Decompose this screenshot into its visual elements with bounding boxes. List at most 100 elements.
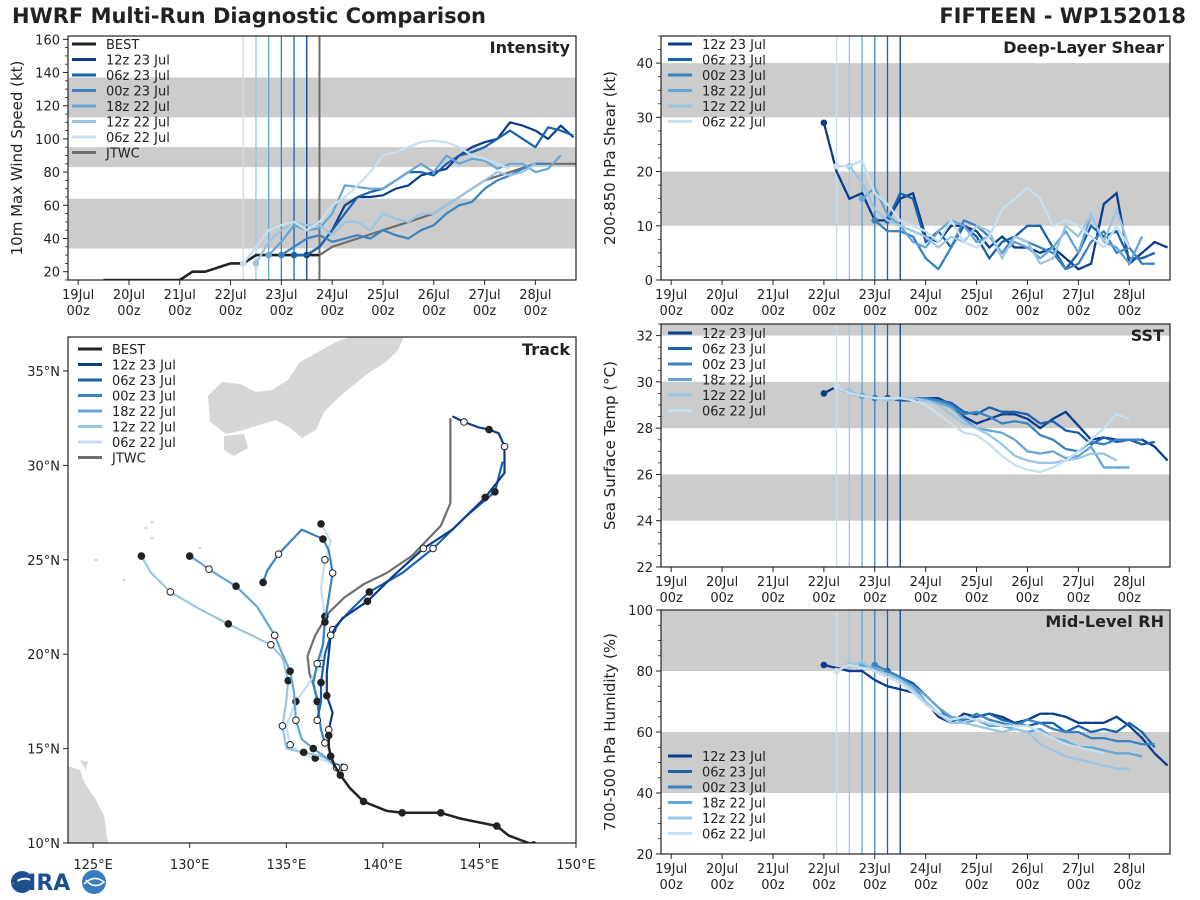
intensity-ytick-label: 160 (35, 33, 60, 48)
intensity-xtick-label-day: 22Jul (214, 288, 246, 303)
land-mass-2 (224, 434, 248, 456)
track-legend-label: 06z 22 Jul (112, 436, 176, 451)
intensity-xtick-label-day: 27Jul (468, 288, 500, 303)
intensity-xtick-label-day: 23Jul (265, 288, 297, 303)
track-point-00z-23-jul (274, 550, 283, 558)
track-ytick-label: 35°N (27, 365, 60, 380)
figure-title: HWRF Multi-Run Diagnostic Comparison (12, 4, 487, 28)
intensity-ytick-label: 20 (43, 266, 60, 281)
track-legend-label: 18z 22 Jul (112, 405, 176, 420)
sst-xtick-label-hour: 00z (1118, 591, 1142, 606)
track-point-18z-22-jul (205, 565, 213, 574)
sst-xtick-label-day: 25Jul (960, 575, 992, 590)
rh-ytick-label: 60 (636, 726, 653, 741)
rh-xtick-label-hour: 00z (812, 878, 836, 893)
track-point-best (436, 808, 445, 817)
shear-legend-label: 06z 22 Jul (702, 116, 766, 131)
rh-panel: 2040608010019Jul00z20Jul00z21Jul00z22Jul… (601, 604, 1171, 893)
track-point-12z-22-jul (299, 748, 308, 757)
shear-ytick-label: 30 (636, 111, 653, 126)
track-xtick-label: 145°E (460, 858, 500, 873)
track-point-00z-23-jul (321, 739, 329, 747)
shear-series-06z-22-jul (836, 159, 1131, 249)
track-point-best (324, 731, 333, 740)
rh-series-12z-22-jul (849, 660, 1130, 770)
sst-xtick-label-day: 20Jul (706, 575, 738, 590)
shear-series-group (820, 119, 1168, 272)
sst-panel: 22242628303219Jul00z20Jul00z21Jul00z22Ju… (601, 323, 1171, 606)
intensity-series-group (103, 121, 576, 280)
sst-series-06z-22-jul (836, 385, 1130, 474)
shear-xtick-label-hour: 00z (812, 304, 836, 319)
sst-legend-label: 12z 23 Jul (702, 327, 766, 342)
track-point-12z-22-jul (340, 763, 349, 772)
shear-xtick-label-hour: 00z (1016, 304, 1040, 319)
sst-xtick-label-hour: 00z (761, 591, 785, 606)
island-dot-5 (198, 546, 202, 550)
intensity-ytick-label: 80 (43, 166, 60, 181)
sst-xtick-label-day: 22Jul (808, 575, 840, 590)
track-point-18z-22-jul (270, 631, 279, 640)
sst-ytick-label: 32 (636, 330, 653, 345)
intensity-series-12z-22-jul (255, 162, 537, 264)
shear-series-12z-23-jul (822, 122, 1168, 271)
shear-xtick-label-day: 19Jul (655, 288, 687, 303)
track-xtick-label: 125°E (73, 858, 113, 873)
intensity-xtick-label-day: 19Jul (62, 288, 94, 303)
track-point-best (398, 808, 406, 817)
shear-ytick-label: 20 (636, 166, 653, 181)
sst-band-0 (661, 474, 1170, 521)
rh-title: Mid-Level RH (1045, 612, 1164, 631)
rh-init-point (820, 661, 828, 669)
shear-panel: 01020304019Jul00z20Jul00z21Jul00z22Jul00… (601, 35, 1171, 319)
track-point-12z-23-jul (460, 418, 468, 426)
track-series-group (137, 415, 537, 843)
sst-series-00z-23-jul (874, 397, 1142, 453)
rh-ytick-label: 80 (636, 665, 653, 680)
shear-xtick-label-hour: 00z (710, 304, 734, 319)
shear-xtick-label-day: 25Jul (960, 288, 992, 303)
shear-init-point (858, 195, 866, 202)
intensity-xtick-label-hour: 00z (270, 304, 294, 319)
intensity-ytick-label: 120 (35, 100, 60, 115)
sst-legend-label: 12z 22 Jul (702, 389, 766, 404)
shear-xtick-label-day: 23Jul (859, 288, 891, 303)
rh-init-point (833, 667, 840, 675)
rh-ytick-label: 40 (636, 787, 653, 802)
logo-globe-icon (11, 871, 33, 893)
track-legend-label: 06z 23 Jul (112, 374, 176, 389)
shear-legend-label: 12z 22 Jul (702, 100, 766, 115)
shear-xtick-label-hour: 00z (1118, 304, 1142, 319)
track-06z-22-jul (285, 523, 343, 769)
track-point-00z-23-jul (328, 569, 337, 577)
rh-xtick-label-day: 20Jul (706, 862, 738, 877)
shear-xtick-label-day: 27Jul (1062, 288, 1094, 303)
intensity-init-point (252, 260, 260, 267)
track-point-12z-22-jul (137, 552, 146, 560)
track-xtick-label: 140°E (363, 858, 403, 873)
rh-xtick-label-day: 24Jul (910, 862, 942, 877)
intensity-band-0 (68, 198, 576, 249)
track-18z-22-jul (189, 555, 338, 769)
track-point-18z-22-jul (309, 744, 318, 753)
track-point-best (359, 797, 368, 806)
track-point-00z-23-jul (313, 659, 321, 668)
track-point-00z-23-jul (259, 578, 267, 587)
sst-series-group (820, 383, 1169, 474)
track-point-00z-23-jul (319, 535, 327, 543)
track-point-06z-23-jul (365, 588, 374, 596)
shear-ytick-label: 10 (636, 220, 653, 235)
track-point-12z-23-jul (485, 425, 493, 434)
shear-band-1 (661, 63, 1170, 118)
island-dot-0 (150, 520, 154, 524)
intensity-xtick-label-day: 24Jul (316, 288, 348, 303)
track-title: Track (522, 340, 570, 359)
logo-swirl-icon (82, 870, 106, 894)
sst-title: SST (1131, 326, 1164, 345)
track-point-best (326, 752, 335, 760)
track-xtick-label: 130°E (170, 858, 210, 873)
track-legend-label: BEST (112, 343, 145, 358)
shear-init-point (833, 162, 840, 170)
sst-legend-label: 18z 22 Jul (702, 374, 766, 389)
shear-xtick-label-hour: 00z (659, 304, 683, 319)
